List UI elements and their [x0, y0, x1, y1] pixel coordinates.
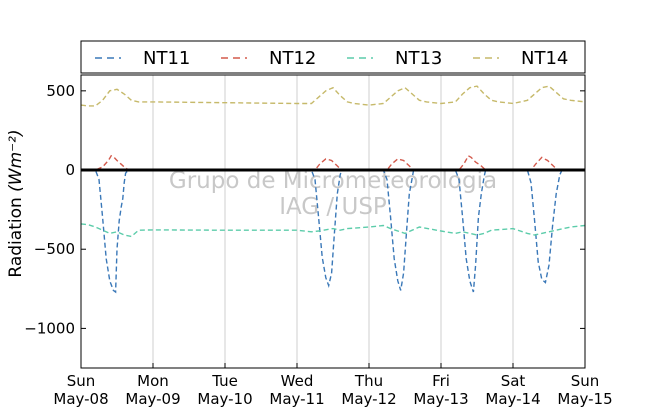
y-tick-label: −500	[34, 240, 75, 258]
x-axis: SunMay-08MonMay-09TueMay-10WedMay-11ThuM…	[53, 363, 613, 408]
x-tick-label-date: May-10	[197, 390, 252, 408]
x-tick-label-day: Wed	[281, 372, 314, 390]
legend-label-nt11: NT11	[143, 48, 190, 69]
x-tick-label-date: May-11	[269, 390, 324, 408]
series-line-nt11	[81, 169, 585, 294]
x-tick-label-day: Thu	[354, 372, 383, 390]
legend-label-nt13: NT13	[395, 48, 442, 69]
x-tick-label-day: Tue	[211, 372, 238, 390]
plot-frame	[80, 74, 586, 369]
x-tick-label-day: Mon	[137, 372, 169, 390]
x-tick-label-day: Sun	[67, 372, 96, 390]
y-axis-title: Radiation (Wm⁻²)	[6, 129, 26, 277]
y-tick-label: 0	[65, 161, 75, 179]
y-axis-unit: (Wm⁻²)	[6, 129, 26, 191]
x-tick-label-day: Fri	[432, 372, 450, 390]
x-tick-label-date: May-12	[341, 390, 396, 408]
watermark-line-1: Grupo de Micrometeorologia	[169, 168, 497, 194]
watermark: Grupo de Micrometeorologia IAG / USP	[169, 168, 497, 220]
legend-box	[80, 40, 586, 74]
y-tick-label: 500	[46, 82, 75, 100]
series-line-nt14	[80, 85, 586, 107]
x-tick-label-date: May-08	[53, 390, 108, 408]
y-axis-title-text: Radiation	[6, 192, 26, 278]
x-tick-label-date: May-15	[557, 390, 612, 408]
x-tick-label-date: May-13	[413, 390, 468, 408]
x-tick-label-date: May-09	[125, 390, 180, 408]
y-axis: 500 0 −500 −1000	[24, 82, 585, 337]
legend: NT11 NT12 NT13 NT14	[80, 40, 586, 74]
x-tick-label-date: May-14	[485, 390, 540, 408]
watermark-line-2: IAG / USP	[279, 194, 387, 220]
legend-label-nt12: NT12	[269, 48, 316, 69]
x-tick-label-day: Sun	[571, 372, 600, 390]
series-line-nt13	[80, 223, 586, 238]
y-tick-label: −1000	[24, 319, 75, 337]
x-tick-label-day: Sat	[501, 372, 526, 390]
legend-label-nt14: NT14	[521, 48, 568, 69]
grid-lines	[152, 75, 514, 368]
